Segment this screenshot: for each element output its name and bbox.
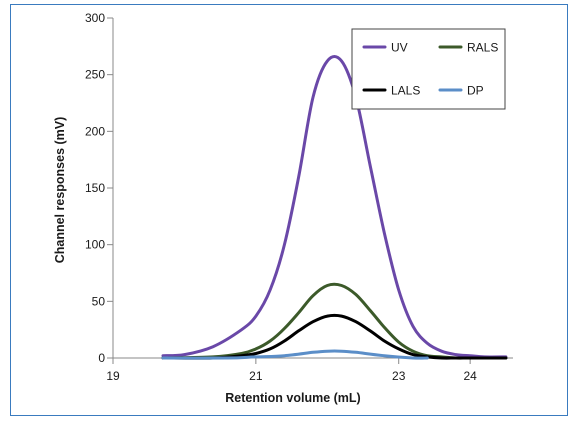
x-tick-label: 23 [392, 369, 406, 383]
legend-label-lals: LALS [391, 84, 420, 98]
figure-frame: 0 50 100 150 200 250 300 19 21 23 24 Retention vol… [10, 4, 568, 416]
y-tick-label: 0 [98, 351, 105, 365]
legend-box [351, 28, 506, 110]
x-axis-title: Retention volume (mL) [225, 391, 360, 405]
chart: 0 50 100 150 200 250 300 19 21 23 24 Retention vol… [53, 11, 513, 405]
legend-label-uv: UV [391, 41, 408, 55]
x-tick-label: 24 [463, 369, 477, 383]
y-tick-label: 150 [85, 181, 105, 195]
y-tick-label: 50 [92, 294, 106, 308]
series-lines [161, 55, 508, 360]
ticks: 0 50 100 150 200 250 300 19 21 23 24 [85, 11, 477, 383]
legend: UV RALS LALS DP [351, 28, 506, 110]
series-line-uv [161, 55, 508, 359]
y-tick-label: 250 [85, 68, 105, 82]
y-tick-label: 300 [85, 11, 105, 25]
series-line-lals [161, 313, 508, 360]
series-line-dp [161, 349, 429, 360]
x-tick-label: 19 [106, 369, 120, 383]
x-tick-label: 21 [249, 369, 263, 383]
y-axis-title: Channel responses (mV) [53, 117, 67, 264]
y-tick-label: 100 [85, 238, 105, 252]
y-tick-label: 200 [85, 124, 105, 138]
legend-label-rals: RALS [467, 41, 498, 55]
legend-label-dp: DP [467, 84, 484, 98]
